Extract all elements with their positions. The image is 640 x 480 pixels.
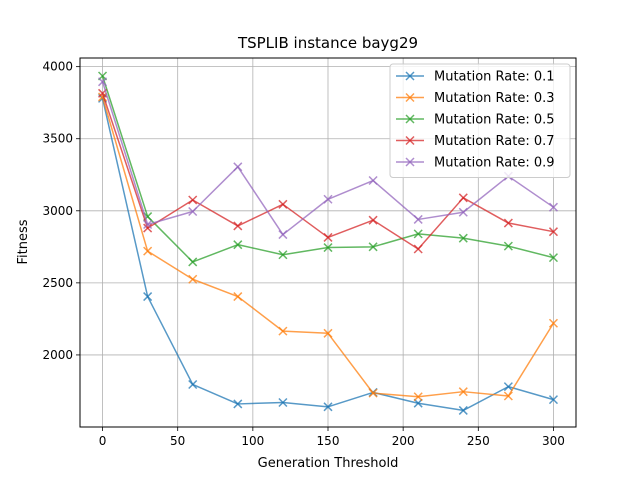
x-tick-label: 300 [542,434,565,448]
data-point [503,382,513,392]
y-tick-label: 3000 [42,204,73,218]
legend-item: Mutation Rate: 0.9 [396,156,555,171]
data-point [233,162,243,172]
data-point [548,395,558,405]
data-point [188,257,198,267]
legend-label: Mutation Rate: 0.3 [434,91,555,106]
data-point [368,215,378,225]
x-tick-label: 0 [99,434,107,448]
data-point [278,250,288,260]
data-point [278,326,288,336]
data-point [98,77,108,87]
data-point [413,244,423,254]
legend: Mutation Rate: 0.1 Mutation Rate: 0.3 Muta… [389,63,571,178]
data-point [323,232,333,242]
data-point [143,246,153,256]
x-tick-label: 100 [241,434,264,448]
y-tick-label: 4000 [42,60,73,74]
data-point [413,229,423,239]
data-point [548,318,558,328]
legend-marker [405,92,415,103]
data-point [188,274,198,284]
legend-label: Mutation Rate: 0.7 [434,134,555,149]
data-point [278,397,288,408]
y-axis: 2000 2500 3000 3500 4000 [42,60,80,362]
y-axis-label: Fitness [16,219,31,264]
legend-marker [405,157,415,167]
data-point [233,221,243,231]
data-point [458,233,468,243]
data-point [548,253,558,263]
legend-marker [405,135,415,146]
data-point [503,218,513,228]
data-point [368,388,378,398]
x-tick-label: 250 [467,434,490,448]
y-tick-label: 2500 [42,276,73,290]
legend-label: Mutation Rate: 0.5 [434,113,555,128]
data-point [503,241,513,251]
legend-label: Mutation Rate: 0.1 [434,70,555,85]
x-axis-label: Generation Threshold [258,456,399,471]
data-point [323,402,333,412]
legend-item: Mutation Rate: 0.5 [396,113,555,128]
legend-item: Mutation Rate: 0.7 [396,134,555,149]
legend-box [389,63,571,178]
data-point [458,207,468,217]
data-point [143,219,153,230]
data-point [188,195,198,205]
data-point [413,214,423,224]
data-point [233,240,243,250]
y-tick-label: 3500 [42,132,73,146]
legend-marker [405,114,415,124]
chart-title: TSPLIB instance bayg29 [237,34,418,52]
data-point [278,230,288,240]
data-point [458,405,468,415]
legend-marker [405,71,415,81]
x-tick-label: 200 [392,434,415,448]
data-point [548,202,558,212]
data-point [278,199,288,209]
data-point [143,292,153,302]
legend-item: Mutation Rate: 0.1 [396,70,555,85]
x-tick-label: 150 [317,434,340,448]
data-point [233,292,243,302]
data-point [458,193,468,203]
data-point [503,391,513,401]
data-point [368,242,378,252]
data-point [323,328,333,338]
legend-item: Mutation Rate: 0.3 [396,91,555,106]
data-point [188,206,198,217]
data-point [413,392,423,402]
data-point [323,243,333,253]
legend-label: Mutation Rate: 0.9 [434,156,555,171]
y-tick-label: 2000 [42,348,73,362]
data-point [548,227,558,237]
data-point [143,223,153,233]
series-2 [98,92,558,402]
data-point [323,194,333,204]
series-4 [98,88,558,254]
data-point [233,399,243,409]
data-point [458,387,468,397]
x-axis: 0 50 100 150 200 250 300 [99,427,565,448]
data-point [188,379,198,390]
data-point [413,398,423,408]
data-point [368,175,378,186]
x-tick-label: 50 [170,434,185,448]
